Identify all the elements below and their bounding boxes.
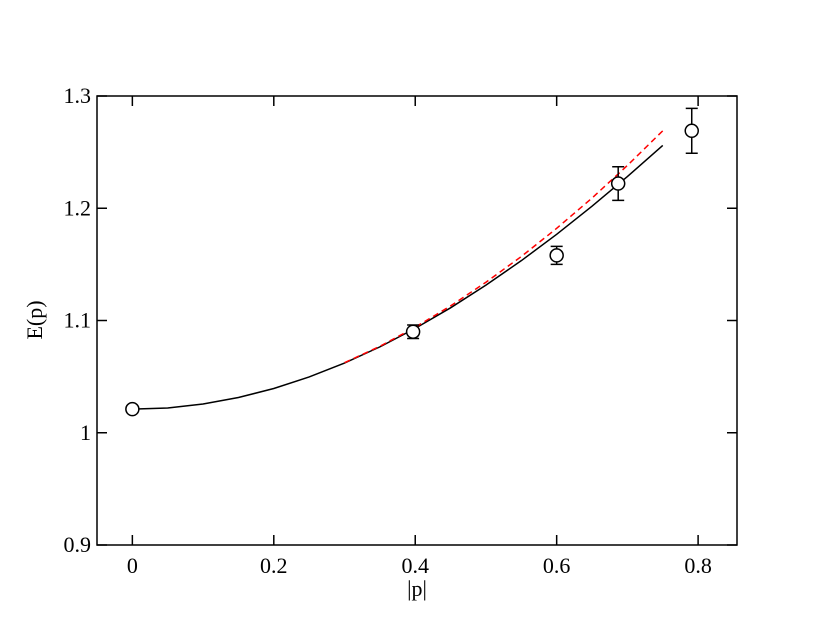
x-axis-label: |p| xyxy=(407,576,427,601)
y-tick-label: 1 xyxy=(80,420,91,445)
x-tick-label: 0 xyxy=(127,553,138,578)
y-tick-label: 1.1 xyxy=(64,308,92,333)
x-tick-label: 0.8 xyxy=(684,553,712,578)
plot-frame xyxy=(96,95,738,546)
y-tick-label: 0.9 xyxy=(64,532,92,557)
x-tick-label: 0.4 xyxy=(401,553,429,578)
fit-curve xyxy=(132,144,664,410)
data-point xyxy=(405,324,421,339)
y-axis-label: E(p) xyxy=(22,300,47,339)
data-point xyxy=(549,248,564,263)
x-tick-label: 0.6 xyxy=(543,553,571,578)
data-point xyxy=(125,401,140,417)
y-tick-label: 1.2 xyxy=(64,195,92,220)
y-tick-label: 1.3 xyxy=(64,83,92,108)
x-tick-label: 0.2 xyxy=(260,553,288,578)
data-point xyxy=(610,176,626,191)
fit-curve xyxy=(344,130,664,364)
data-point xyxy=(684,123,699,139)
